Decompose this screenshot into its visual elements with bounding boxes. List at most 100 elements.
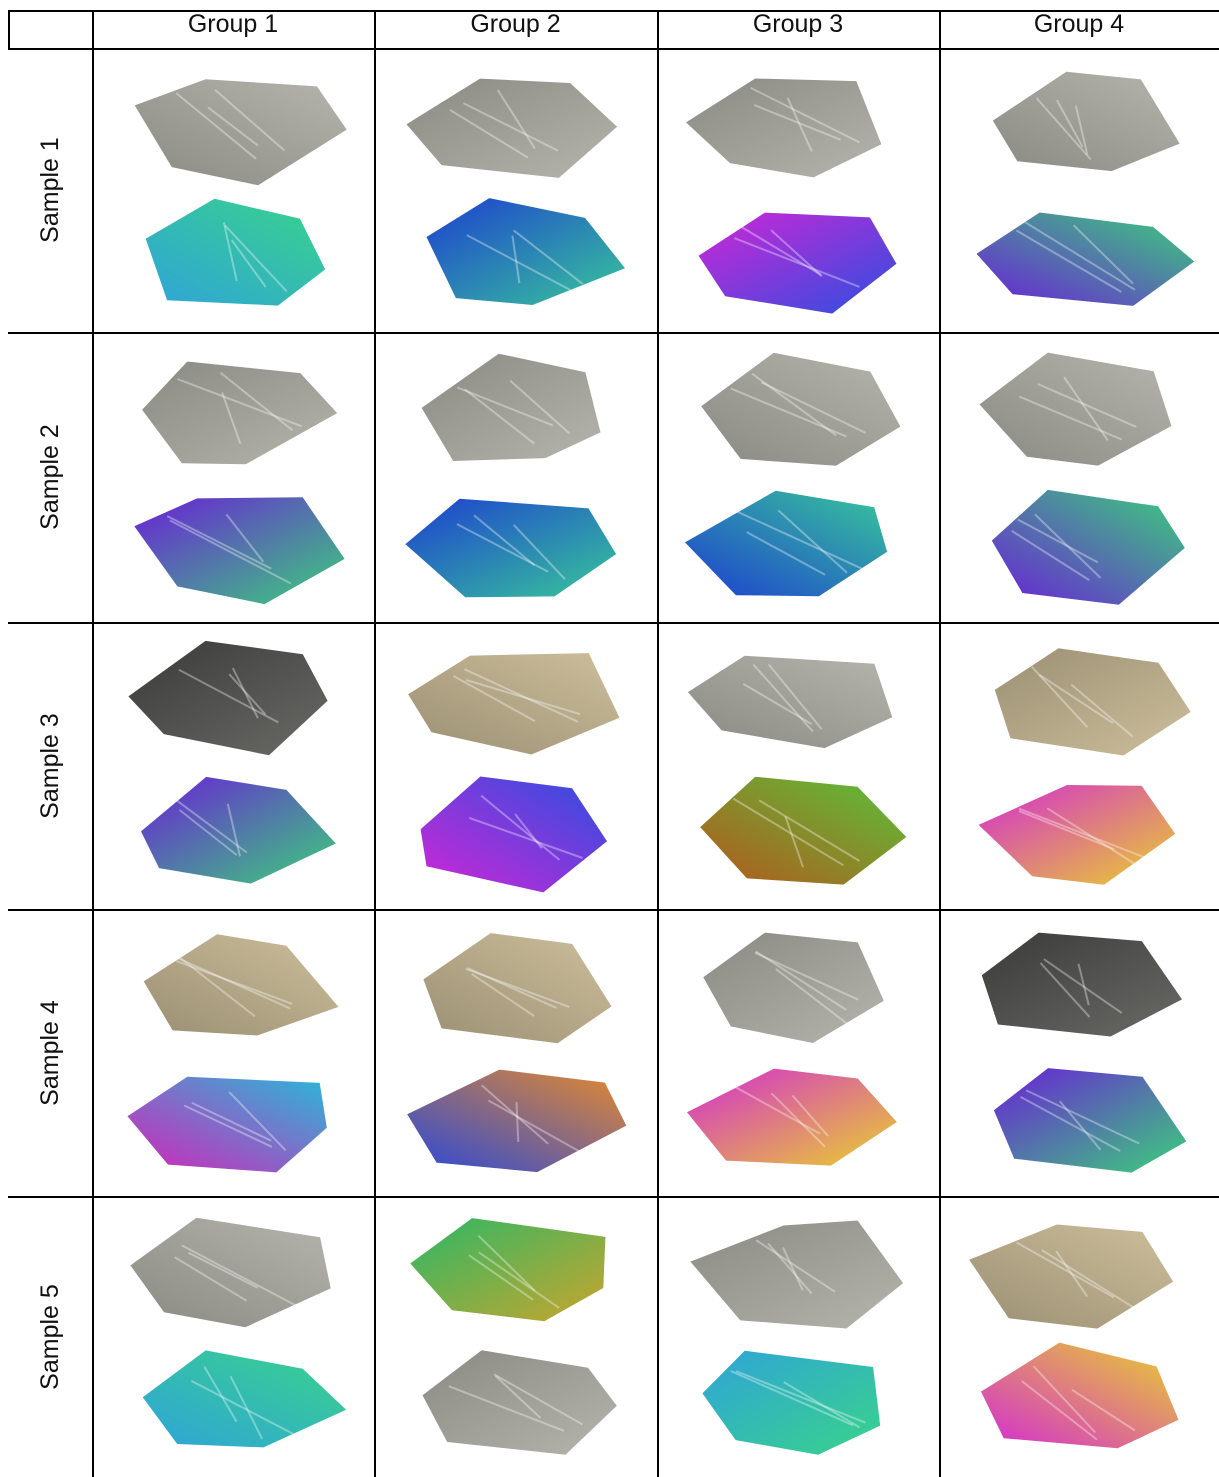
surface-streak bbox=[225, 513, 265, 563]
surface-streak bbox=[1056, 99, 1084, 148]
height-map-image bbox=[145, 198, 326, 306]
scan-images bbox=[408, 653, 620, 893]
photo-surface-image bbox=[142, 361, 338, 465]
surface-streak bbox=[1046, 807, 1136, 865]
surface-streak bbox=[456, 523, 549, 573]
surface-streak bbox=[512, 229, 584, 285]
scan-images bbox=[981, 932, 1187, 1173]
cell-sample-4-group-2 bbox=[376, 911, 657, 1196]
height-map-image bbox=[991, 489, 1185, 605]
surface-streak bbox=[754, 951, 859, 1001]
height-map-image bbox=[405, 498, 617, 598]
surface-streak bbox=[473, 514, 536, 566]
surface-streak bbox=[1038, 673, 1114, 724]
surface-streak bbox=[203, 1366, 238, 1423]
photo-surface-image bbox=[130, 1217, 331, 1328]
cell-sample-3-group-3 bbox=[659, 624, 939, 909]
surface-streak bbox=[1018, 810, 1115, 851]
photo-surface-image bbox=[690, 1220, 904, 1329]
surface-streak bbox=[1071, 1388, 1136, 1432]
surface-streak bbox=[770, 1092, 826, 1148]
photo-surface-image bbox=[994, 648, 1191, 756]
cell-sample-3-group-4 bbox=[941, 624, 1219, 909]
photo-surface-image bbox=[408, 653, 620, 755]
cell-sample-1-group-1 bbox=[94, 50, 374, 332]
surface-streak bbox=[1074, 105, 1089, 155]
surface-streak bbox=[746, 531, 826, 576]
surface-streak bbox=[224, 224, 288, 292]
surface-streak bbox=[511, 235, 521, 284]
surface-streak bbox=[481, 1084, 549, 1145]
surface-streak bbox=[226, 803, 241, 857]
surface-streak bbox=[732, 797, 844, 867]
surface-streak bbox=[468, 1254, 534, 1301]
surface-streak bbox=[166, 515, 272, 570]
surface-streak bbox=[183, 1104, 273, 1148]
height-map-image bbox=[426, 198, 625, 305]
surface-streak bbox=[753, 104, 841, 141]
surface-streak bbox=[730, 1370, 854, 1427]
surface-streak bbox=[221, 392, 242, 445]
table-horizontal-rule bbox=[8, 10, 1219, 12]
surface-streak bbox=[214, 89, 285, 152]
cell-sample-4-group-4 bbox=[941, 911, 1219, 1196]
surface-streak bbox=[751, 372, 837, 437]
surface-streak bbox=[228, 673, 267, 716]
cell-sample-5-group-3 bbox=[659, 1198, 939, 1477]
photo-surface-image bbox=[421, 353, 601, 461]
height-map-image bbox=[407, 1069, 627, 1173]
scan-images bbox=[410, 1218, 617, 1455]
surface-streak bbox=[228, 1091, 287, 1151]
surface-streak bbox=[175, 92, 257, 160]
surface-streak bbox=[1043, 958, 1123, 1014]
photo-surface-image bbox=[701, 352, 901, 466]
surface-streak bbox=[783, 1381, 861, 1429]
surface-streak bbox=[181, 1244, 301, 1309]
surface-streak bbox=[465, 967, 570, 1008]
surface-streak bbox=[468, 816, 583, 859]
surface-streak bbox=[1039, 962, 1091, 1018]
table-horizontal-rule bbox=[8, 622, 1219, 624]
height-map-image bbox=[142, 1350, 347, 1448]
column-header-group-4: Group 4 bbox=[1033, 10, 1125, 38]
table-vertical-rule bbox=[939, 10, 941, 1477]
photo-surface-image bbox=[979, 352, 1172, 466]
surface-streak bbox=[786, 97, 813, 152]
surface-streak bbox=[1011, 530, 1090, 581]
surface-streak bbox=[453, 675, 536, 722]
height-map-image bbox=[420, 776, 607, 893]
surface-streak bbox=[174, 1256, 248, 1302]
surface-streak bbox=[167, 952, 291, 1010]
surface-streak bbox=[733, 237, 860, 288]
surface-streak bbox=[1021, 1380, 1098, 1441]
surface-streak bbox=[464, 388, 536, 445]
cell-sample-5-group-1 bbox=[94, 1198, 374, 1477]
cell-sample-2-group-2 bbox=[376, 334, 657, 622]
surface-streak bbox=[770, 229, 823, 278]
photo-surface-image bbox=[423, 933, 612, 1044]
surface-streak bbox=[456, 386, 554, 427]
table-vertical-rule bbox=[92, 48, 94, 1477]
photo-surface-image bbox=[410, 1218, 606, 1322]
surface-streak bbox=[509, 379, 571, 435]
surface-streak bbox=[767, 1242, 813, 1295]
scan-images bbox=[686, 78, 897, 314]
height-map-image bbox=[981, 1342, 1179, 1449]
scan-images bbox=[130, 1217, 347, 1448]
surface-streak bbox=[467, 967, 558, 1009]
surface-streak bbox=[784, 815, 805, 868]
height-map-image bbox=[134, 497, 345, 605]
cell-sample-5-group-4 bbox=[941, 1198, 1219, 1477]
row-label-sample-5: Sample 5 bbox=[36, 1283, 64, 1390]
surface-streak bbox=[465, 679, 581, 716]
photo-surface-image bbox=[981, 932, 1182, 1037]
surface-streak bbox=[1058, 1100, 1102, 1151]
scan-images bbox=[979, 352, 1185, 605]
scan-images bbox=[407, 933, 627, 1173]
surface-streak bbox=[177, 378, 303, 428]
surface-streak bbox=[734, 1085, 821, 1135]
scan-images bbox=[687, 932, 897, 1166]
height-map-image bbox=[422, 1350, 617, 1455]
scan-images bbox=[976, 71, 1195, 306]
